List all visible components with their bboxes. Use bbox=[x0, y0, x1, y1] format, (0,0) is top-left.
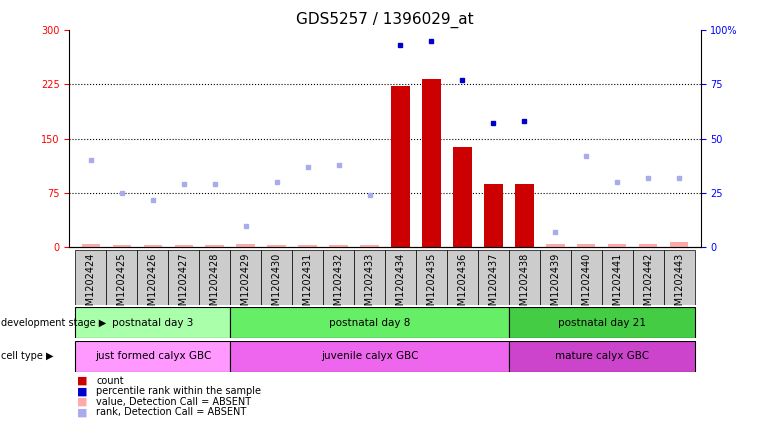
Bar bbox=[206, 244, 224, 247]
Bar bbox=[571, 250, 601, 305]
Text: GSM1202427: GSM1202427 bbox=[179, 252, 189, 318]
Bar bbox=[608, 244, 627, 247]
Bar bbox=[633, 250, 664, 305]
Text: GSM1202426: GSM1202426 bbox=[148, 252, 158, 318]
Text: ■: ■ bbox=[77, 386, 88, 396]
Bar bbox=[230, 307, 509, 338]
Bar bbox=[391, 86, 410, 247]
Bar bbox=[509, 341, 695, 372]
Bar bbox=[385, 250, 416, 305]
Bar bbox=[416, 250, 447, 305]
Bar bbox=[106, 250, 137, 305]
Bar bbox=[330, 245, 348, 247]
Bar bbox=[112, 245, 131, 247]
Text: GSM1202438: GSM1202438 bbox=[519, 252, 529, 318]
Bar bbox=[670, 242, 688, 247]
Bar bbox=[236, 244, 255, 247]
Text: mature calyx GBC: mature calyx GBC bbox=[554, 352, 648, 361]
Text: just formed calyx GBC: just formed calyx GBC bbox=[95, 352, 211, 361]
Bar bbox=[169, 250, 199, 305]
Text: ■: ■ bbox=[77, 397, 88, 407]
Text: GSM1202435: GSM1202435 bbox=[427, 252, 437, 318]
Bar bbox=[447, 250, 478, 305]
Bar bbox=[230, 250, 261, 305]
Text: GSM1202434: GSM1202434 bbox=[396, 252, 406, 318]
Text: percentile rank within the sample: percentile rank within the sample bbox=[96, 386, 261, 396]
Bar bbox=[75, 250, 106, 305]
Text: GSM1202425: GSM1202425 bbox=[117, 252, 127, 318]
Text: GSM1202429: GSM1202429 bbox=[241, 252, 251, 318]
Text: postnatal day 8: postnatal day 8 bbox=[329, 318, 410, 327]
Text: GSM1202439: GSM1202439 bbox=[551, 252, 561, 318]
Text: GSM1202442: GSM1202442 bbox=[643, 252, 653, 318]
Text: ■: ■ bbox=[77, 407, 88, 418]
Bar bbox=[601, 250, 633, 305]
Bar bbox=[478, 250, 509, 305]
Text: GSM1202436: GSM1202436 bbox=[457, 252, 467, 318]
Bar bbox=[577, 244, 595, 247]
Bar bbox=[230, 341, 509, 372]
Text: ■: ■ bbox=[77, 376, 88, 386]
Bar bbox=[509, 250, 540, 305]
Bar bbox=[484, 184, 503, 247]
Text: GSM1202433: GSM1202433 bbox=[364, 252, 374, 318]
Text: postnatal day 21: postnatal day 21 bbox=[557, 318, 646, 327]
Text: GSM1202432: GSM1202432 bbox=[333, 252, 343, 318]
Bar bbox=[199, 250, 230, 305]
Text: development stage ▶: development stage ▶ bbox=[1, 318, 106, 327]
Text: GSM1202430: GSM1202430 bbox=[272, 252, 282, 318]
Bar bbox=[422, 79, 440, 247]
Text: GSM1202443: GSM1202443 bbox=[674, 252, 684, 318]
Bar bbox=[75, 341, 230, 372]
Text: GSM1202437: GSM1202437 bbox=[488, 252, 498, 318]
Bar bbox=[298, 245, 317, 247]
Text: postnatal day 3: postnatal day 3 bbox=[112, 318, 193, 327]
Bar bbox=[261, 250, 292, 305]
Bar bbox=[292, 250, 323, 305]
Bar bbox=[540, 250, 571, 305]
Bar bbox=[453, 147, 472, 247]
Text: rank, Detection Call = ABSENT: rank, Detection Call = ABSENT bbox=[96, 407, 246, 418]
Title: GDS5257 / 1396029_at: GDS5257 / 1396029_at bbox=[296, 12, 474, 28]
Bar bbox=[143, 245, 162, 247]
Bar bbox=[360, 245, 379, 247]
Bar bbox=[639, 244, 658, 247]
Text: count: count bbox=[96, 376, 124, 386]
Bar bbox=[354, 250, 385, 305]
Text: GSM1202441: GSM1202441 bbox=[612, 252, 622, 318]
Text: juvenile calyx GBC: juvenile calyx GBC bbox=[321, 352, 418, 361]
Bar bbox=[267, 245, 286, 247]
Bar bbox=[82, 244, 100, 247]
Text: cell type ▶: cell type ▶ bbox=[1, 352, 53, 361]
Bar bbox=[137, 250, 169, 305]
Bar bbox=[175, 244, 193, 247]
Bar bbox=[515, 184, 534, 247]
Text: GSM1202424: GSM1202424 bbox=[86, 252, 96, 318]
Text: GSM1202440: GSM1202440 bbox=[581, 252, 591, 318]
Text: value, Detection Call = ABSENT: value, Detection Call = ABSENT bbox=[96, 397, 251, 407]
Bar bbox=[75, 307, 230, 338]
Bar bbox=[664, 250, 695, 305]
Text: GSM1202431: GSM1202431 bbox=[303, 252, 313, 318]
Bar bbox=[509, 307, 695, 338]
Text: GSM1202428: GSM1202428 bbox=[209, 252, 219, 318]
Bar bbox=[546, 244, 564, 247]
Bar bbox=[323, 250, 354, 305]
